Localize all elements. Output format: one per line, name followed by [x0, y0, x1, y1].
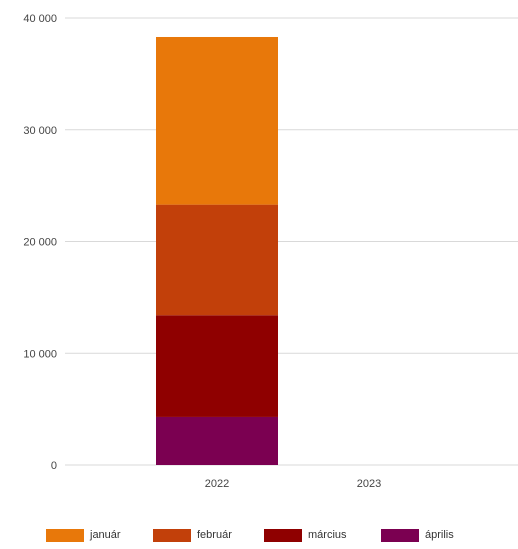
- legend-item: április: [381, 526, 454, 544]
- bar-segment: [156, 416, 278, 465]
- legend-label: január: [90, 529, 121, 541]
- legend: január február március április: [0, 526, 518, 548]
- legend-item: március: [264, 526, 347, 544]
- y-tick-label: 10 000: [23, 348, 57, 360]
- legend-label: március: [308, 529, 347, 541]
- grid-lines: [65, 17, 518, 466]
- legend-label: április: [425, 529, 454, 541]
- x-axis-labels: 2022 2023: [205, 478, 381, 490]
- legend-item: február: [153, 526, 232, 544]
- y-tick-label: 20 000: [23, 237, 57, 249]
- legend-label: február: [197, 529, 232, 541]
- bar-segment: [156, 204, 278, 316]
- x-tick-label: 2022: [205, 478, 229, 490]
- y-axis-labels: 0 10 000 20 000 30 000 40 000: [23, 13, 57, 472]
- legend-swatch: [46, 528, 84, 542]
- y-tick-label: 40 000: [23, 13, 57, 25]
- stacked-bar-chart: 0 10 000 20 000 30 000 40 000 2022 2023: [23, 13, 518, 490]
- legend-item: január: [46, 526, 121, 544]
- y-tick-label: 30 000: [23, 125, 57, 137]
- x-tick-label: 2023: [357, 478, 381, 490]
- bar-segment: [156, 315, 278, 417]
- legend-swatch: [264, 528, 302, 542]
- bars: [156, 36, 278, 465]
- legend-swatch: [381, 528, 419, 542]
- legend-swatch: [153, 528, 191, 542]
- bar-segment: [156, 36, 278, 205]
- y-tick-label: 0: [51, 460, 57, 472]
